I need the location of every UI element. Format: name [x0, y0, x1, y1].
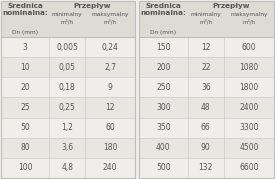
Bar	[139, 97, 274, 118]
Text: minimalny: minimalny	[52, 12, 83, 17]
Text: 300: 300	[156, 103, 170, 112]
Bar	[139, 158, 274, 178]
Text: 100: 100	[18, 163, 32, 172]
Text: 0,005: 0,005	[56, 43, 78, 52]
Text: 90: 90	[201, 143, 211, 152]
Text: Średnica: Średnica	[7, 3, 43, 9]
Bar	[1, 97, 135, 118]
Text: 350: 350	[156, 123, 170, 132]
Text: 150: 150	[156, 43, 170, 52]
Text: 80: 80	[20, 143, 30, 152]
Text: 9: 9	[108, 83, 113, 92]
Bar	[1, 77, 135, 97]
Bar	[1, 138, 135, 158]
Text: 50: 50	[20, 123, 30, 132]
Bar	[139, 37, 274, 57]
Bar	[1, 158, 135, 178]
Text: 240: 240	[103, 163, 117, 172]
Text: 4500: 4500	[239, 143, 259, 152]
Text: 0,18: 0,18	[59, 83, 76, 92]
Text: 1,2: 1,2	[61, 123, 73, 132]
Text: 48: 48	[201, 103, 211, 112]
Text: 2,7: 2,7	[104, 63, 116, 72]
Text: 0,05: 0,05	[59, 63, 76, 72]
Text: 2400: 2400	[239, 103, 259, 112]
Text: 3: 3	[23, 43, 28, 52]
Text: 180: 180	[103, 143, 117, 152]
Text: 6600: 6600	[239, 163, 259, 172]
Text: 200: 200	[156, 63, 170, 72]
Text: 0,24: 0,24	[102, 43, 119, 52]
Text: 1800: 1800	[240, 83, 259, 92]
Text: Przepływ: Przepływ	[212, 3, 249, 9]
Text: maksymalny: maksymalny	[230, 12, 268, 17]
Text: 10: 10	[20, 63, 30, 72]
Text: 66: 66	[201, 123, 211, 132]
Text: 60: 60	[105, 123, 115, 132]
Text: 20: 20	[20, 83, 30, 92]
Text: minimalny: minimalny	[191, 12, 221, 17]
Text: 500: 500	[156, 163, 170, 172]
Text: 3300: 3300	[239, 123, 259, 132]
Bar	[139, 57, 274, 77]
Text: 0,25: 0,25	[59, 103, 76, 112]
Bar	[139, 1, 274, 37]
Bar	[1, 1, 135, 178]
Text: 12: 12	[201, 43, 211, 52]
Text: 25: 25	[20, 103, 30, 112]
Bar	[139, 1, 274, 178]
Text: 600: 600	[242, 43, 256, 52]
Text: m³/h: m³/h	[104, 19, 117, 25]
Bar	[139, 77, 274, 97]
Text: 4,8: 4,8	[61, 163, 73, 172]
Bar	[139, 138, 274, 158]
Text: Dn (mm): Dn (mm)	[12, 30, 38, 35]
Bar	[1, 57, 135, 77]
Text: 1080: 1080	[240, 63, 259, 72]
Text: m³/h: m³/h	[61, 19, 74, 25]
Text: 3,6: 3,6	[61, 143, 73, 152]
Text: Średnica: Średnica	[145, 3, 181, 9]
Bar	[1, 118, 135, 138]
Text: 12: 12	[105, 103, 115, 112]
Text: 22: 22	[201, 63, 211, 72]
Text: 400: 400	[156, 143, 170, 152]
Text: 36: 36	[201, 83, 211, 92]
Text: nominalna:: nominalna:	[2, 10, 48, 16]
Text: Dn (mm): Dn (mm)	[150, 30, 176, 35]
Text: maksymalny: maksymalny	[92, 12, 129, 17]
Text: 250: 250	[156, 83, 170, 92]
Bar	[139, 118, 274, 138]
Bar	[1, 1, 135, 37]
Text: Przepływ: Przepływ	[73, 3, 111, 9]
Text: m³/h: m³/h	[199, 19, 212, 25]
Bar	[1, 37, 135, 57]
Text: nominalna:: nominalna:	[140, 10, 186, 16]
Text: 132: 132	[199, 163, 213, 172]
Text: m³/h: m³/h	[243, 19, 255, 25]
